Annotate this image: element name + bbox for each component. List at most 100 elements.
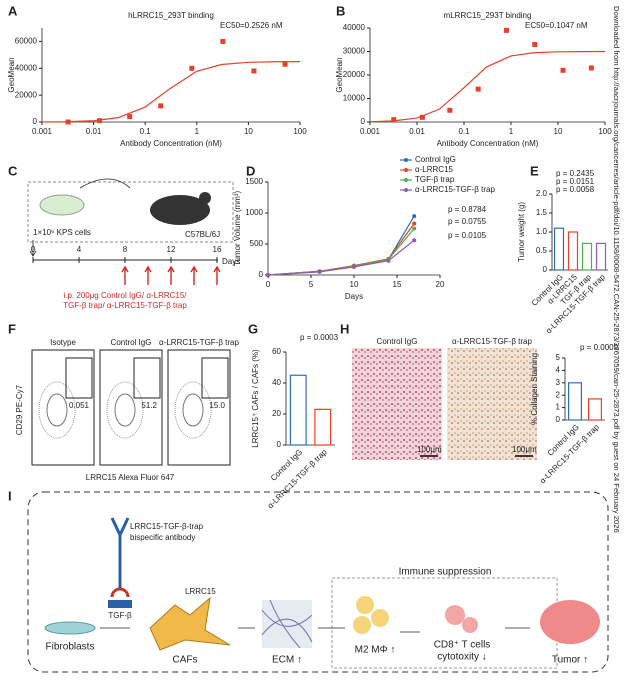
p-value: p = 0.2435 — [556, 169, 595, 178]
point — [266, 273, 270, 277]
timeline-label: 0 — [31, 245, 36, 254]
x-tick-label: 0 — [266, 280, 271, 289]
label: Fibroblasts — [46, 642, 95, 653]
antibody — [110, 517, 130, 590]
panel-label: G — [248, 321, 258, 336]
axis — [564, 358, 605, 421]
x-tick-label: 5 — [309, 280, 314, 289]
x-tick-label: 1 — [509, 127, 514, 136]
label: cytotoxity ↓ — [437, 652, 486, 663]
x-tick-label: 10 — [554, 127, 563, 136]
x-tick-label: 100 — [293, 127, 307, 136]
series-line — [267, 215, 415, 276]
histology-image — [352, 348, 442, 460]
fibroblast — [44, 621, 96, 635]
y-tick-label: 1.0 — [536, 227, 548, 236]
point — [475, 86, 481, 92]
fit-curve — [41, 61, 301, 123]
point — [412, 238, 417, 243]
point — [127, 114, 133, 120]
label: TGF-β — [108, 611, 132, 620]
tgf-beta — [108, 600, 132, 608]
ecm — [262, 600, 312, 648]
treatment-arrow — [167, 265, 175, 285]
point — [282, 61, 288, 67]
treatment-label: TGF-β trap/ α-LRRC15-TGF-β trap — [63, 301, 187, 310]
y-tick-label: 1.5 — [536, 208, 548, 217]
legend-swatch — [404, 178, 408, 182]
x-tick-label: 1 — [195, 127, 200, 136]
legend-label: Control IgG — [415, 155, 456, 164]
y-tick-label: 4 — [556, 366, 561, 375]
legend-label: α-LRRC15-TGF-β trap — [415, 185, 495, 194]
series-line — [267, 239, 415, 276]
p-value: p = 0.0009 — [580, 343, 619, 352]
axis — [369, 28, 605, 123]
x-tick-label: 0.1 — [140, 127, 152, 136]
x-axis-label: Antibody Concentration (nM) — [120, 139, 222, 148]
start-arrow — [29, 240, 37, 257]
timeline-label: 8 — [123, 245, 128, 254]
frame — [27, 491, 609, 673]
flow-plot — [99, 349, 163, 466]
y-axis-label: CD29 PE-Cy7 — [15, 384, 24, 435]
flow-plot — [167, 349, 231, 466]
caf — [149, 596, 231, 651]
y-tick-label: 0 — [556, 415, 561, 424]
p-value: p = 0.8784 — [448, 205, 487, 214]
panel-label: F — [8, 321, 16, 336]
gate — [133, 357, 161, 399]
t-cell — [445, 605, 465, 625]
y-tick-label: 40000 — [15, 63, 38, 72]
p-value: p = 0.0105 — [448, 231, 487, 240]
t-cell — [462, 617, 478, 633]
y-axis-label: LRRC15⁺ CAFs / CAFs (%) — [251, 349, 260, 448]
point — [220, 38, 226, 44]
y-axis-label: Tumor Volume (mm³) — [233, 191, 242, 267]
point — [317, 269, 322, 274]
dish — [39, 194, 85, 216]
watermark: Downloaded from http://aacrjournals.org/… — [612, 6, 621, 533]
y-axis-label: GeoMean — [7, 57, 16, 92]
point — [65, 119, 71, 125]
y-tick-label: 1000 — [245, 208, 263, 217]
panel-label: B — [336, 3, 345, 18]
x-tick-label: 0.1 — [458, 127, 470, 136]
legend-swatch — [404, 188, 408, 192]
y-tick-label: 10000 — [343, 94, 366, 103]
x-tick-label: 10 — [244, 127, 253, 136]
panel-label: A — [8, 3, 18, 18]
cells-label: 1×10⁶ KPS cells — [33, 228, 91, 237]
panel-label: E — [530, 163, 539, 178]
point — [560, 67, 566, 73]
flow-population — [114, 393, 136, 427]
y-tick-label: 3 — [556, 378, 561, 387]
y-tick-label: 0 — [543, 265, 548, 274]
x-axis-label: LRRC15 Alexa Fluor 647 — [86, 473, 175, 482]
label: M2 MΦ ↑ — [355, 645, 396, 656]
y-tick-label: 0.5 — [536, 246, 548, 255]
bar — [587, 398, 602, 421]
point — [588, 65, 594, 71]
label: bispecific antibody — [130, 533, 195, 542]
series-line — [267, 223, 415, 276]
y-tick-label: 1 — [556, 403, 561, 412]
arrow — [79, 178, 131, 189]
label: Immune suppression — [399, 567, 492, 578]
legend-swatch — [404, 168, 408, 172]
point — [189, 65, 195, 71]
x-axis-label: Antibody Concentration (nM) — [437, 139, 539, 148]
x-tick-label: 0.01 — [409, 127, 425, 136]
treatment-arrow — [190, 265, 198, 285]
panel-label: D — [246, 163, 255, 178]
y-tick-label: 5 — [556, 353, 561, 362]
point — [96, 118, 102, 124]
series-line — [267, 228, 415, 276]
legend-swatch — [404, 158, 408, 162]
y-tick-label: 500 — [250, 239, 264, 248]
mouse-head — [199, 192, 211, 204]
y-tick-label: 30000 — [343, 47, 366, 56]
y-tick-label: 0 — [277, 440, 282, 449]
y-tick-label: 0 — [33, 117, 38, 126]
macrophage — [371, 609, 389, 627]
